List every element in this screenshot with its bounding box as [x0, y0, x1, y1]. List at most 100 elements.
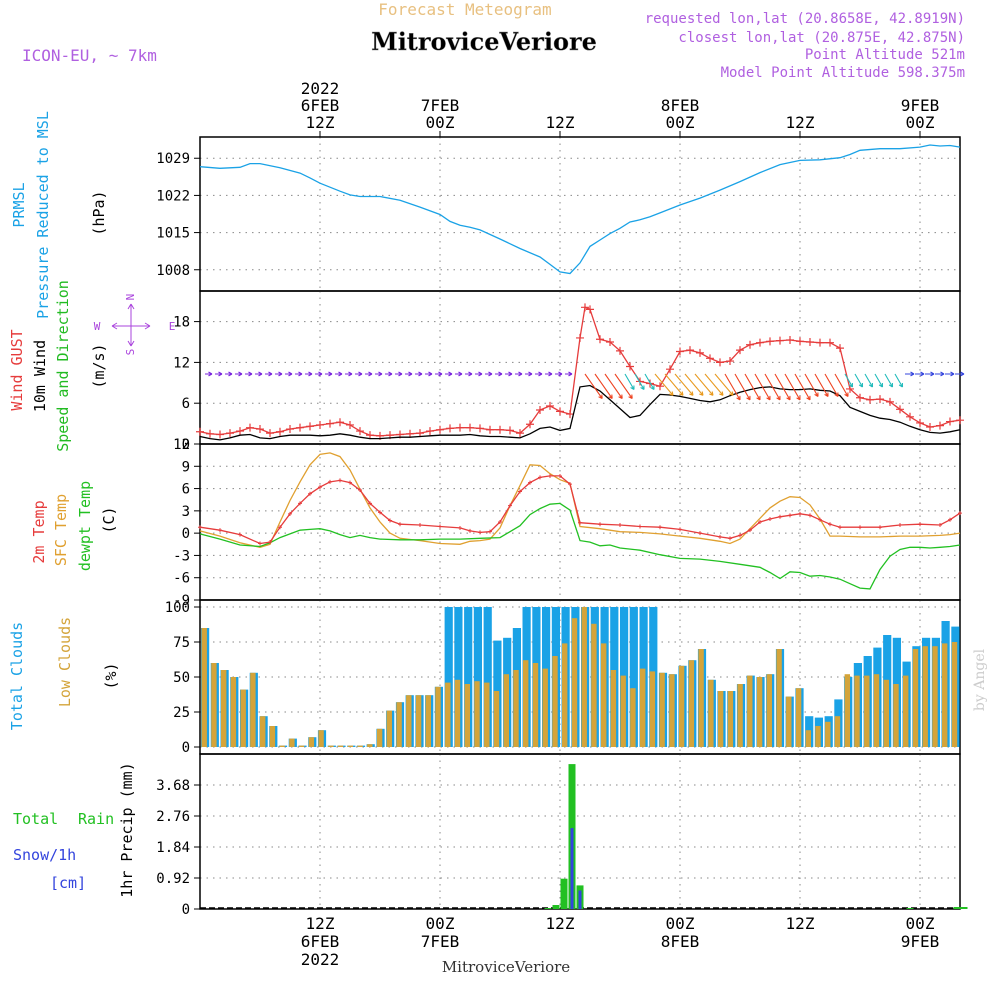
wind-dir-arrow	[834, 373, 849, 397]
gust-marker	[476, 424, 484, 433]
ytick-label: 100	[165, 600, 190, 616]
wind-dir-arrow	[395, 371, 403, 377]
gust-marker	[776, 336, 784, 345]
low-cloud-bar	[698, 649, 704, 747]
cloud-label-unit: (%)	[102, 662, 120, 689]
ytick-label: 1022	[156, 188, 190, 204]
top-time-label: 6FEB	[301, 96, 340, 115]
wind-dir-arrow	[794, 373, 811, 401]
low-cloud-bar	[484, 682, 490, 747]
ytick-label: 9	[182, 459, 190, 475]
temp-2m-marker	[808, 513, 812, 518]
wind-dir-arrow	[505, 371, 513, 377]
temp-2m-marker	[548, 473, 552, 478]
gust-marker	[816, 338, 824, 347]
temp-2m-marker	[378, 510, 382, 515]
low-cloud-bar	[601, 643, 607, 747]
gust-marker	[666, 365, 674, 374]
wind-dir-arrow	[355, 371, 363, 377]
total-cloud-bar	[629, 607, 638, 747]
gust-marker	[906, 412, 914, 421]
low-cloud-bar	[737, 684, 743, 747]
ytick-label: 0	[182, 902, 190, 918]
top-time-label: 00Z	[906, 113, 935, 132]
sfc-temp-line	[199, 452, 961, 548]
wind-dir-arrow	[884, 373, 894, 388]
dewpt-temp-line	[199, 502, 961, 590]
gust-marker	[746, 340, 754, 349]
temp-2m-marker	[298, 501, 302, 506]
low-cloud-bar	[912, 649, 919, 747]
wind-dir-arrow	[215, 371, 223, 377]
wind-dir-arrow	[525, 371, 533, 377]
gust-marker	[326, 419, 334, 428]
gust-marker	[856, 393, 864, 402]
bottom-time-label: 12Z	[546, 914, 575, 933]
wind-dir-arrow	[955, 371, 965, 377]
gust-marker	[686, 346, 694, 355]
top-time-label: 9FEB	[901, 96, 940, 115]
wind-dir-arrow	[935, 371, 945, 377]
snow-bar	[578, 890, 582, 909]
wind-dir-arrow	[945, 371, 955, 377]
temp-2m-marker	[368, 501, 372, 506]
ytick-label: 2.76	[156, 809, 190, 825]
gust-marker	[306, 422, 314, 431]
temp-2m-marker	[418, 522, 422, 527]
top-time-label: 00Z	[666, 113, 695, 132]
low-cloud-bar	[776, 649, 782, 747]
gust-marker	[926, 423, 934, 431]
temp-2m-marker	[598, 522, 602, 527]
gust-marker	[506, 426, 514, 435]
gust-marker	[866, 395, 874, 404]
total-cloud-bar	[464, 607, 473, 747]
gust-marker	[896, 405, 904, 414]
ytick-label: 75	[173, 635, 190, 651]
temp-2m-marker	[218, 528, 222, 533]
gust-marker	[406, 429, 414, 438]
top-time-label: 12Z	[546, 113, 575, 132]
low-cloud-bar	[747, 675, 753, 747]
gust-marker	[656, 382, 664, 391]
gust-marker	[916, 418, 924, 427]
rain-bar	[544, 908, 552, 909]
temp-2m-marker	[768, 517, 772, 522]
temp-2m-marker	[238, 532, 242, 537]
wind-dir-arrow	[205, 371, 213, 377]
temp-2m-marker	[348, 480, 352, 485]
ytick-label: 6	[182, 396, 190, 412]
wind-dir-arrow	[634, 373, 645, 390]
low-cloud-bar	[864, 675, 870, 747]
low-cloud-bar	[367, 744, 373, 747]
wind-dir-arrow	[385, 371, 393, 377]
rain-bar	[552, 905, 560, 909]
gust-marker	[846, 384, 854, 393]
total-cloud-bar	[454, 607, 463, 747]
low-cloud-bar	[795, 688, 802, 747]
bottom-time-label: 8FEB	[661, 932, 700, 951]
wind-dir-arrow	[245, 371, 253, 377]
gust-marker	[216, 430, 224, 439]
low-cloud-bar	[513, 670, 519, 747]
precip-label-rain: Rain	[78, 810, 114, 828]
gust-marker	[336, 418, 344, 427]
low-cloud-bar	[630, 688, 636, 747]
temp-2m-marker	[388, 518, 392, 523]
low-cloud-bar	[717, 691, 724, 747]
low-cloud-bar	[825, 721, 831, 747]
wind-dir-arrow	[684, 373, 704, 396]
compass-s: S	[124, 349, 137, 356]
panel-wind: 18 12 6 0	[173, 290, 965, 453]
low-cloud-bar	[454, 679, 461, 747]
wind-dir-arrow	[604, 373, 623, 399]
wind-speed-line	[199, 384, 961, 441]
total-cloud-bar	[473, 607, 482, 747]
wind-dir-arrow	[624, 373, 635, 390]
wind-dir-arrow	[255, 371, 263, 377]
wind-dir-arrow	[744, 373, 761, 401]
temp-2m-marker	[958, 511, 962, 516]
low-cloud-bar	[893, 684, 899, 747]
rain-bar	[906, 908, 914, 909]
low-cloud-bar	[474, 681, 480, 747]
gust-marker	[581, 303, 589, 312]
